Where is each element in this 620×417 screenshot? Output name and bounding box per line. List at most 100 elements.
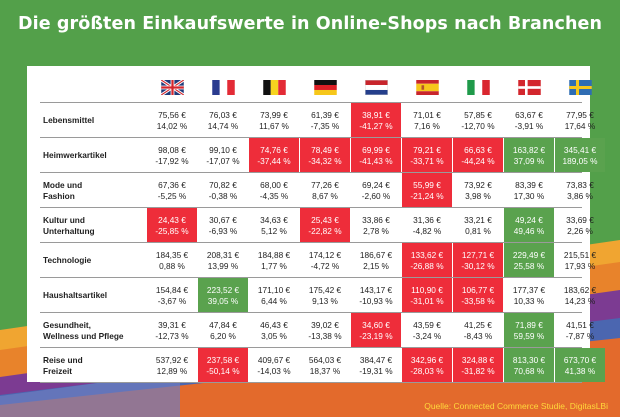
row-divider xyxy=(40,382,582,383)
row-divider xyxy=(40,312,582,313)
cell-value: 813,30 € xyxy=(512,355,546,365)
cell-value: 77,95 € xyxy=(566,110,594,120)
cell-change: -12,73 % xyxy=(155,331,189,341)
cell-value: 673,70 € xyxy=(563,355,597,365)
cell-value: 171,10 € xyxy=(257,285,291,295)
row-label: Mode und Fashion xyxy=(43,179,83,201)
cell-value: 38,91 € xyxy=(362,110,390,120)
table-cell: 186,67 €2,15 % xyxy=(351,243,401,277)
germany-flag-icon xyxy=(314,80,337,95)
table-cell: 98,08 € -17,92 % xyxy=(147,138,197,172)
table-cell: 69,24 € -2,60 % xyxy=(351,173,401,207)
cell-value: 237,58 € xyxy=(206,355,240,365)
table-cell: 47,84 €6,20 % xyxy=(198,313,248,347)
cell-value: 30,67 € xyxy=(209,215,237,225)
cell-change: -21,24 % xyxy=(410,191,444,201)
table-cell: 163,82 €37,09 % xyxy=(504,138,554,172)
cell-change: 3,86 % xyxy=(567,191,593,201)
table-cell: 34,63 €5,12 % xyxy=(249,208,299,242)
table-cell: 78,49 € -34,32 % xyxy=(300,138,350,172)
cell-value: 39,02 € xyxy=(311,320,339,330)
cell-change: -28,03 % xyxy=(410,366,444,376)
table-cell: 68,00 € -4,35 % xyxy=(249,173,299,207)
table-cell: 33,69 €2,26 % xyxy=(555,208,605,242)
cell-change: -30,12 % xyxy=(461,261,495,271)
cell-value: 564,03 € xyxy=(308,355,342,365)
cell-value: 75,56 € xyxy=(158,110,186,120)
cell-value: 47,84 € xyxy=(209,320,237,330)
cell-change: 6,20 % xyxy=(210,331,236,341)
table-cell: 177,37 €10,33 % xyxy=(504,278,554,312)
cell-value: 25,43 € xyxy=(311,215,339,225)
cell-value: 384,47 € xyxy=(359,355,393,365)
cell-change: -6,93 % xyxy=(208,226,238,236)
row-label: Haushaltsartikel xyxy=(43,290,108,300)
row-label: Gesundheit, Wellness und Pflege xyxy=(43,319,124,341)
cell-value: 229,49 € xyxy=(512,250,546,260)
cell-value: 61,39 € xyxy=(311,110,339,120)
cell-value: 99,10 € xyxy=(209,145,237,155)
cell-change: 37,09 % xyxy=(513,156,545,166)
cell-change: -17,92 % xyxy=(155,156,189,166)
table-cell: 99,10 € -17,07 % xyxy=(198,138,248,172)
cell-value: 49,24 € xyxy=(515,215,543,225)
table-cell: 41,51 € -7,87 % xyxy=(555,313,605,347)
cell-value: 74,76 € xyxy=(260,145,288,155)
cell-change: -26,88 % xyxy=(410,261,444,271)
cell-change: 10,33 % xyxy=(513,296,545,306)
cell-change: -25,85 % xyxy=(155,226,189,236)
table-cell: 34,60 € -23,19 % xyxy=(351,313,401,347)
cell-change: 5,12 % xyxy=(261,226,287,236)
cell-change: 2,26 % xyxy=(567,226,593,236)
cell-value: 41,25 € xyxy=(464,320,492,330)
cell-change: 2,78 % xyxy=(363,226,389,236)
cell-value: 33,86 € xyxy=(362,215,390,225)
cell-change: -7,35 % xyxy=(310,121,340,131)
cell-change: -34,32 % xyxy=(308,156,342,166)
cell-change: 3,98 % xyxy=(465,191,491,201)
cell-change: 11,67 % xyxy=(259,121,289,131)
cell-value: 163,82 € xyxy=(512,145,546,155)
table-cell: 83,39 €17,30 % xyxy=(504,173,554,207)
cell-change: -44,24 % xyxy=(461,156,495,166)
table-cell: 76,03 €14,74 % xyxy=(198,103,248,137)
cell-change: -3,24 % xyxy=(412,331,442,341)
table-cell: 110,90 € -31,01 % xyxy=(402,278,452,312)
cell-value: 66,63 € xyxy=(464,145,492,155)
cell-change: 8,67 % xyxy=(312,191,338,201)
cell-change: 70,68 % xyxy=(513,366,545,376)
cell-change: 0,88 % xyxy=(159,261,185,271)
cell-value: 73,83 € xyxy=(566,180,594,190)
table-cell: 33,86 €2,78 % xyxy=(351,208,401,242)
cell-value: 154,84 € xyxy=(155,285,189,295)
cell-value: 67,36 € xyxy=(158,180,186,190)
cell-value: 215,51 € xyxy=(563,250,597,260)
table-cell: 409,67 € -14,03 % xyxy=(249,348,299,382)
table-cell: 41,25 € -8,43 % xyxy=(453,313,503,347)
row-label: Technologie xyxy=(43,255,92,265)
cell-value: 183,62 € xyxy=(563,285,597,295)
table-cell: 106,77 € -33,58 % xyxy=(453,278,503,312)
cell-value: 71,89 € xyxy=(515,320,543,330)
cell-value: 110,90 € xyxy=(411,285,443,295)
cell-change: -19,31 % xyxy=(359,366,393,376)
cell-value: 24,43 € xyxy=(158,215,186,225)
cell-change: -5,25 % xyxy=(157,191,187,201)
cell-value: 184,35 € xyxy=(155,250,189,260)
table-cell: 174,12 € -4,72 % xyxy=(300,243,350,277)
cell-change: -4,35 % xyxy=(259,191,289,201)
row-label: Lebensmittel xyxy=(43,115,95,125)
cell-change: -13,38 % xyxy=(308,331,342,341)
cell-change: 49,46 % xyxy=(513,226,545,236)
cell-change: 6,44 % xyxy=(261,296,287,306)
cell-value: 57,85 € xyxy=(464,110,492,120)
cell-change: 14,74 % xyxy=(207,121,239,131)
table-cell: 46,43 €3,05 % xyxy=(249,313,299,347)
table-cell: 564,03 €18,37 % xyxy=(300,348,350,382)
table-cell: 39,02 € -13,38 % xyxy=(300,313,350,347)
cell-change: -23,19 % xyxy=(359,331,393,341)
cell-value: 34,60 € xyxy=(362,320,390,330)
cell-value: 106,77 € xyxy=(461,285,495,295)
cell-change: 2,15 % xyxy=(363,261,389,271)
table-cell: 30,67 € -6,93 % xyxy=(198,208,248,242)
